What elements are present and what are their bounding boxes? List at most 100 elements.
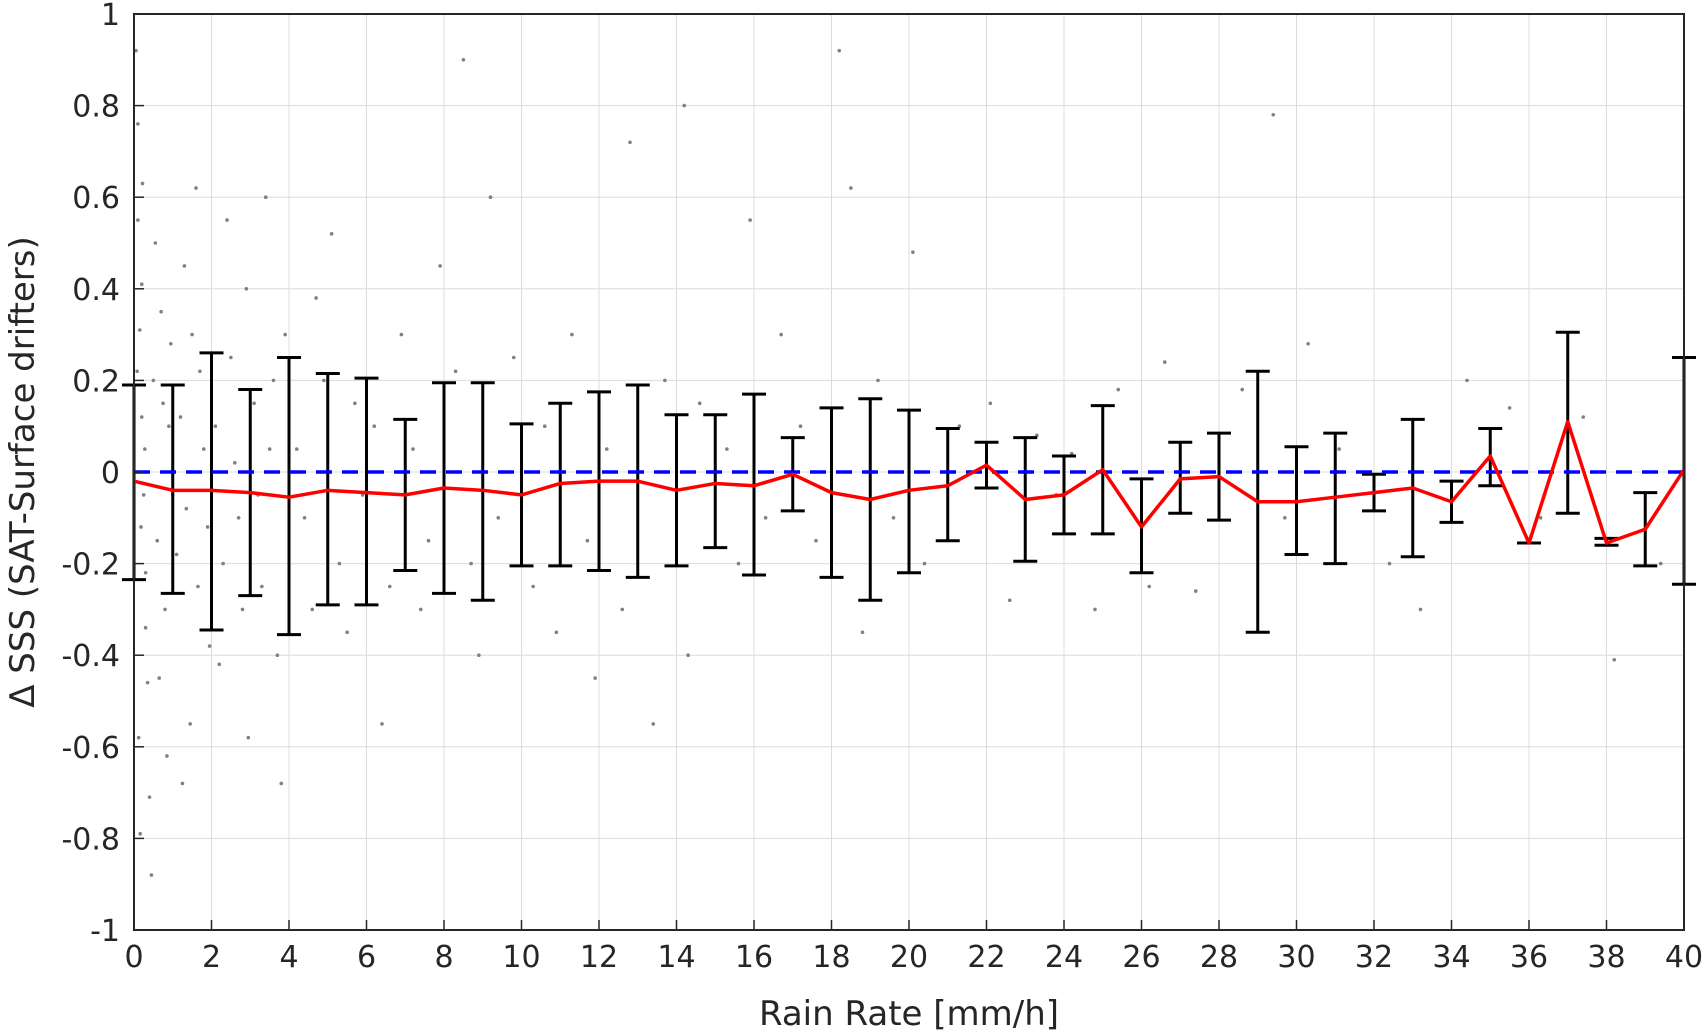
scatter-point [620,607,625,612]
x-tick-label: 8 [434,940,453,975]
y-tick-label: -1 [90,914,120,949]
mean-line-layer [133,419,1686,545]
y-tick-label: -0.4 [61,639,120,674]
scatter-point [240,607,245,612]
scatter-point [686,653,690,657]
mean-series-line [133,419,1686,545]
scatter-point [628,140,632,145]
scatter-point [837,48,842,53]
y-tick-label: 0.4 [72,273,120,308]
scatter-point [174,552,179,557]
scatter-point [1581,415,1586,419]
scatter-point [387,584,392,589]
scatter-point [143,625,148,630]
scatter-point [593,676,597,680]
error-bar [703,413,728,550]
scatter-point [260,584,264,589]
scatter-point [1240,387,1245,392]
scatter-point [157,676,161,680]
scatter-point [194,186,198,190]
scatter-point [604,447,609,451]
scatter-point [134,48,138,53]
scatter-point [585,538,590,543]
x-tick-label: 36 [1510,940,1548,975]
scatter-point [469,561,473,566]
scatter-point [217,662,222,667]
scatter-point [860,630,865,635]
scatter-point [221,561,225,566]
scatter-point [682,103,687,108]
scatter-point [140,181,145,186]
scatter-point [271,378,276,383]
scatter-point [345,630,349,635]
scatter-point [294,447,299,451]
scatter-point [180,781,185,786]
x-axis-label: Rain Rate [mm/h] [759,994,1059,1034]
scatter-point [139,282,144,287]
scatter-point [165,754,169,758]
scatter-point [159,309,163,314]
scatter-point [225,218,229,222]
y-tick-label: -0.2 [61,548,120,583]
x-tick-label: 24 [1045,940,1083,975]
scatter-point [554,630,559,635]
scatter-point [163,607,167,612]
scatter-point [891,516,896,520]
scatter-point [143,570,148,575]
scatter-point [149,873,154,877]
scatter-point [426,538,431,543]
scatter-point [911,250,915,254]
scatter-point [167,424,171,429]
scatter-point [138,328,142,332]
x-tick-label: 26 [1122,940,1160,975]
scatter-point [748,218,752,222]
scatter-point [207,644,212,648]
scatter-point [1306,341,1310,346]
scatter-point [1387,561,1392,566]
scatter-point [1465,378,1469,383]
scatter-point [488,195,493,199]
scatter-point [169,341,173,346]
scatter-point [190,332,194,337]
scatter-point [353,401,357,406]
scatter-point [1538,516,1543,520]
scatter-point [151,378,156,383]
x-tick-label: 16 [735,940,773,975]
scatter-point [922,561,927,566]
scatter-point [145,680,150,685]
scatter-point [141,493,146,497]
scatter-point [779,332,783,337]
scatter-point [697,401,702,406]
scatter-point [798,424,803,429]
scatter-point [380,722,384,726]
scatter-layer [134,48,1663,877]
scatter-point [275,653,280,657]
scatter-point [252,401,256,406]
scatter-point [453,369,458,374]
scatter-point [244,287,249,291]
scatter-point [279,781,284,786]
scatter-point [542,424,547,429]
scatter-point [263,195,268,199]
scatter-point [178,415,183,419]
scatter-point [372,424,377,429]
scatter-point [136,218,140,222]
scatter-point [1116,387,1121,392]
x-tick-label: 10 [502,940,540,975]
scatter-point [1007,598,1012,603]
scatter-point [1507,406,1512,410]
y-tick-label: 1 [101,0,120,33]
scatter-point [1337,447,1341,451]
scatter-point [161,401,165,406]
x-tick-label: 34 [1432,940,1470,975]
x-tick-label: 32 [1355,940,1393,975]
y-tick-label: 0.6 [72,181,120,216]
scatter-point [1658,561,1663,566]
scatter-point [337,561,342,566]
scatter-point [213,424,218,429]
scatter-point [182,264,187,268]
y-tick-label: 0.2 [72,364,120,399]
y-tick-label: 0.8 [72,90,120,125]
scatter-point [153,241,158,245]
